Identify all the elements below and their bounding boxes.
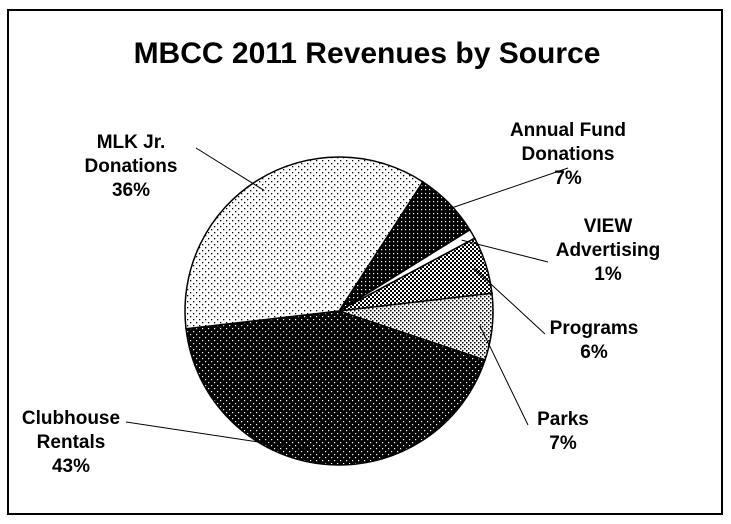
slice-label-line: 7% xyxy=(554,168,582,189)
slice-label-line: Annual Fund xyxy=(510,120,626,141)
slice-label-line: 36% xyxy=(112,180,150,201)
leader-line xyxy=(195,147,265,192)
slice-label: VIEW Advertising 1% xyxy=(556,216,661,285)
slice-label-line: 43% xyxy=(52,456,90,477)
slice-label: Clubhouse Rentals 43% xyxy=(22,408,120,477)
slice-label-line: 7% xyxy=(549,433,577,454)
slice-label: Programs 6% xyxy=(550,318,639,363)
slice-label-line: Donations xyxy=(85,156,178,177)
slice-label-line: VIEW xyxy=(584,216,633,237)
chart-title: MBCC 2011 Revenues by Source xyxy=(134,37,601,70)
leader-line xyxy=(440,167,569,213)
leader-line xyxy=(461,239,549,263)
slice-label-line: 1% xyxy=(594,264,622,285)
leader-line xyxy=(125,421,325,453)
leader-lines xyxy=(125,147,569,453)
slice-label-line: 6% xyxy=(580,342,608,363)
leader-line xyxy=(479,325,529,426)
slice-label: Parks 7% xyxy=(537,409,589,454)
slice-label-line: Programs xyxy=(550,318,639,339)
pie-slice xyxy=(185,310,486,466)
slice-label-line: Advertising xyxy=(556,240,661,261)
leader-line xyxy=(473,268,546,335)
pie-slice xyxy=(184,156,424,330)
slice-label-line: Clubhouse xyxy=(22,408,120,429)
slice-label-line: Donations xyxy=(522,144,615,165)
slice-label: Annual Fund Donations 7% xyxy=(510,120,626,189)
pie-slices xyxy=(184,156,494,466)
slice-label-line: Rentals xyxy=(37,432,106,453)
slice-label-line: Parks xyxy=(537,409,589,430)
slice-labels: Annual Fund Donations 7% VIEW Advertising 1% P… xyxy=(22,120,660,477)
slice-label: MLK Jr. Donations 36% xyxy=(85,132,178,201)
slice-label-line: MLK Jr. xyxy=(97,132,166,153)
